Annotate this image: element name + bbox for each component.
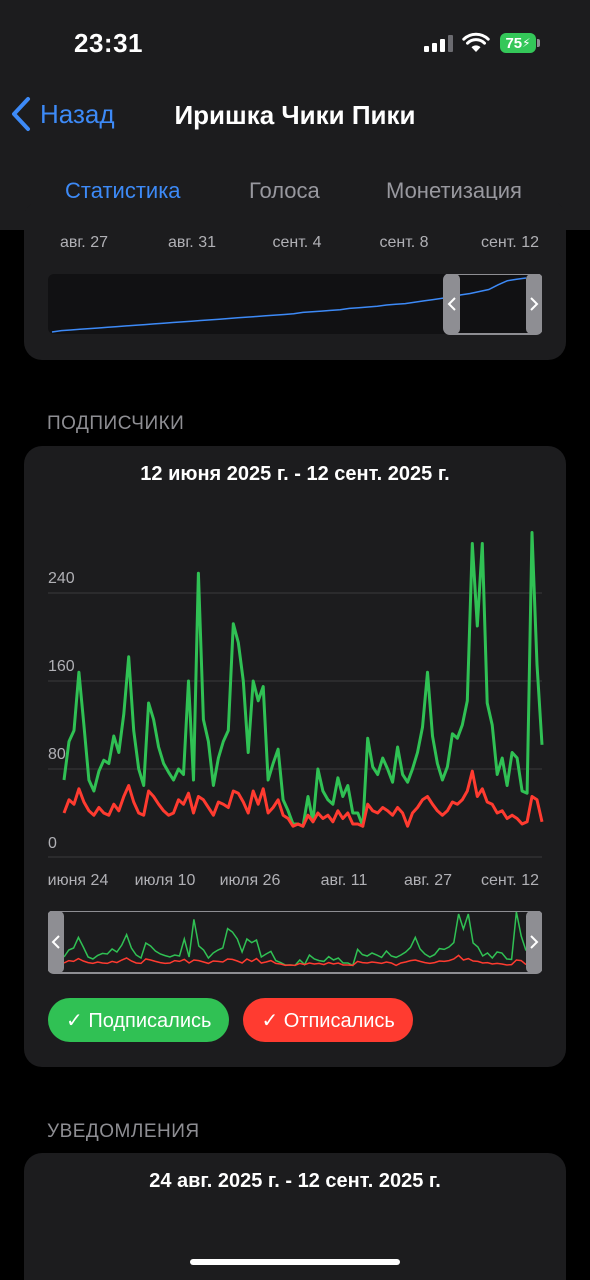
chevron-left-icon bbox=[12, 97, 30, 131]
tab-bar: Статистика Голоса Монетизация bbox=[0, 178, 590, 218]
subscribers-card: 12 июня 2025 г. - 12 сент. 2025 г. 240 1… bbox=[24, 446, 566, 1067]
chevron-right-icon bbox=[530, 297, 539, 311]
navigator-track bbox=[48, 274, 542, 334]
subscribers-navigator[interactable] bbox=[48, 911, 542, 975]
x-tick: июля 10 bbox=[134, 872, 196, 889]
x-tick: сент. 12 bbox=[481, 234, 539, 251]
legend-toggle-subscribed[interactable]: ✓ Подписались bbox=[48, 998, 230, 1042]
x-tick: авг. 31 bbox=[168, 234, 216, 251]
navigator-right-handle[interactable] bbox=[526, 911, 542, 973]
tab-statistics[interactable]: Статистика bbox=[65, 178, 181, 203]
notifications-range-title: 24 авг. 2025 г. - 12 сент. 2025 г. bbox=[149, 1170, 441, 1192]
tab-voices[interactable]: Голоса bbox=[249, 178, 320, 203]
subscribers-range-title: 12 июня 2025 г. - 12 сент. 2025 г. bbox=[140, 463, 450, 485]
x-tick: июля 26 bbox=[219, 872, 281, 889]
battery-level: 75 bbox=[505, 34, 523, 52]
status-bar: 23:31 75 ⚡ bbox=[0, 0, 590, 90]
x-tick: сент. 12 bbox=[481, 872, 539, 889]
navigator-left-handle[interactable] bbox=[444, 274, 460, 334]
navigator-left-handle[interactable] bbox=[48, 911, 64, 973]
x-tick: сент. 8 bbox=[379, 234, 429, 251]
chart-legend: ✓ Подписались ✓ Отписались bbox=[48, 998, 413, 1042]
x-tick: сент. 4 bbox=[272, 234, 322, 251]
growth-chart-card: авг. 27 авг. 31 сент. 4 сент. 8 сент. 12 bbox=[24, 200, 566, 360]
top-chart-navigator[interactable] bbox=[48, 274, 542, 336]
tab-monetization[interactable]: Монетизация bbox=[386, 178, 522, 203]
x-tick: авг. 11 bbox=[320, 872, 368, 889]
battery-icon: 75 ⚡ bbox=[500, 33, 536, 53]
cellular-signal-icon bbox=[424, 34, 453, 52]
back-button[interactable]: Назад bbox=[10, 96, 115, 132]
y-tick: 240 bbox=[48, 570, 75, 587]
wifi-icon bbox=[462, 32, 490, 52]
mini-series-unsubscribed bbox=[63, 954, 527, 967]
home-indicator[interactable] bbox=[190, 1259, 400, 1265]
page-title: Иришка Чики Пики bbox=[174, 100, 416, 130]
series-line-unsubscribed bbox=[62, 769, 544, 828]
notifications-card: 24 авг. 2025 г. - 12 сент. 2025 г. bbox=[24, 1153, 566, 1280]
subscribers-chart[interactable] bbox=[24, 446, 566, 876]
chevron-right-icon bbox=[530, 935, 539, 949]
x-tick: авг. 27 bbox=[60, 234, 108, 251]
main-chart-x-axis: июня 24 июля 10 июля 26 авг. 11 авг. 27 … bbox=[24, 872, 566, 892]
top-chart-x-axis: авг. 27 авг. 31 сент. 4 сент. 8 сент. 12 bbox=[24, 234, 566, 254]
navigator-window[interactable] bbox=[48, 911, 542, 974]
y-tick: 80 bbox=[48, 746, 66, 763]
battery-cap bbox=[537, 39, 540, 47]
status-time: 23:31 bbox=[74, 28, 143, 58]
chevron-left-icon bbox=[51, 935, 60, 949]
navigator-right-handle[interactable] bbox=[526, 274, 542, 334]
x-tick: июня 24 bbox=[47, 872, 109, 889]
y-tick: 160 bbox=[48, 658, 75, 675]
legend-toggle-unsubscribed[interactable]: ✓ Отписались bbox=[243, 998, 413, 1042]
back-label: Назад bbox=[40, 98, 115, 129]
chevron-left-icon bbox=[447, 297, 456, 311]
x-tick: авг. 27 bbox=[404, 872, 452, 889]
section-header-notifications: УВЕДОМЛЕНИЯ bbox=[47, 1121, 200, 1142]
y-tick: 0 bbox=[48, 835, 57, 852]
section-header-subscribers: ПОДПИСЧИКИ bbox=[47, 413, 185, 434]
